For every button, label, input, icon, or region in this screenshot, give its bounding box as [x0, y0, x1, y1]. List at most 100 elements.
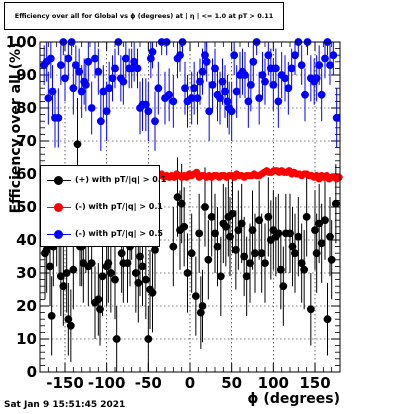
data-point	[297, 61, 306, 69]
data-point	[205, 107, 214, 116]
data-point	[84, 57, 93, 66]
x-tick-label: -50	[135, 374, 162, 392]
axis-tick-labels: 0 10 20 30 40 50 60 70 80 90 100 -150 -100 -50 0 50 100 1…	[6, 33, 331, 392]
data-point	[306, 305, 315, 314]
data-point	[56, 61, 65, 69]
x-axis-label: ϕ (degrees)	[247, 391, 340, 407]
data-point	[191, 292, 200, 300]
series-minus-p05	[40, 38, 341, 151]
data-point	[169, 242, 178, 251]
data-point	[133, 64, 142, 73]
x-tick-label: -100	[88, 374, 126, 392]
data-point	[231, 246, 240, 254]
data-point	[230, 51, 239, 60]
data-point	[56, 272, 65, 281]
data-point	[227, 107, 236, 116]
data-point	[64, 315, 73, 324]
data-point	[332, 114, 341, 122]
data-point	[119, 77, 128, 86]
data-point	[255, 94, 264, 102]
legend-marker-blue	[54, 230, 63, 239]
data-point	[141, 275, 150, 284]
legend-entry-minus-p05: (-) with pT/|q| > 0.5	[41, 225, 163, 245]
data-point	[59, 282, 68, 291]
data-point	[240, 252, 249, 261]
data-point	[64, 54, 73, 63]
data-point	[221, 222, 230, 231]
data-point	[96, 305, 104, 314]
data-point	[136, 252, 144, 261]
data-point	[228, 209, 237, 218]
data-point	[46, 54, 55, 63]
data-point	[47, 312, 56, 320]
data-point	[183, 269, 192, 277]
data-point	[251, 249, 259, 258]
data-point	[176, 51, 184, 60]
data-point	[216, 94, 224, 102]
data-point	[279, 282, 288, 291]
data-point	[291, 249, 299, 258]
data-point	[69, 265, 78, 274]
data-point	[69, 84, 78, 93]
timestamp: Sat Jan 9 15:51:45 2021	[4, 400, 126, 410]
data-point	[148, 288, 157, 297]
data-point	[131, 269, 140, 277]
data-point	[201, 51, 209, 60]
series-plus-p01	[41, 98, 340, 372]
x-tick-label: 150	[299, 374, 330, 392]
data-point	[148, 48, 157, 56]
data-point	[112, 335, 121, 343]
data-point	[286, 229, 294, 238]
data-point	[104, 259, 113, 267]
data-point	[326, 61, 334, 69]
data-point	[54, 114, 63, 122]
data-point	[77, 87, 86, 96]
data-point	[146, 54, 155, 63]
data-point	[335, 173, 343, 181]
data-point	[311, 226, 319, 235]
data-point	[312, 74, 321, 83]
data-point	[138, 262, 147, 271]
x-tick-label: 100	[258, 374, 289, 392]
data-point	[288, 242, 297, 251]
chart-title: Efficiency over all for Global vs ϕ (deg…	[14, 12, 274, 20]
data-point	[102, 107, 111, 116]
data-point	[208, 81, 217, 89]
data-point	[177, 199, 186, 208]
legend-label: (-) with pT/|q| > 0.5	[75, 229, 163, 238]
data-point	[221, 87, 229, 96]
data-point	[317, 90, 326, 99]
x-tick-label: 0	[185, 374, 195, 392]
data-point	[121, 54, 130, 63]
data-point	[105, 84, 114, 93]
data-point	[94, 67, 103, 76]
data-point	[331, 199, 340, 208]
data-point	[73, 140, 82, 149]
data-point	[326, 232, 334, 241]
data-point	[98, 272, 107, 281]
data-point	[111, 275, 119, 284]
data-point	[226, 232, 234, 241]
data-point	[294, 232, 303, 241]
data-point	[274, 229, 283, 238]
data-point	[327, 255, 336, 264]
data-point	[165, 90, 174, 99]
y-tick-label: 90	[16, 66, 37, 84]
data-point	[317, 239, 326, 248]
data-point	[144, 335, 153, 343]
data-point	[66, 321, 75, 330]
series-minus-p01	[148, 167, 343, 183]
data-point	[281, 74, 289, 83]
data-point	[234, 226, 243, 235]
data-point	[96, 117, 105, 126]
data-point	[315, 61, 324, 69]
legend-entry-minus-p01: (-) with pT/|q| > 0.1	[41, 198, 163, 218]
data-point	[151, 246, 159, 254]
data-point	[154, 84, 163, 93]
data-point	[61, 74, 69, 83]
data-point	[207, 213, 216, 221]
legend: (+) with pT/|q| > 0.1 (-) with pT/|q| > …	[40, 165, 166, 247]
data-point	[237, 219, 246, 228]
data-point	[213, 242, 222, 251]
